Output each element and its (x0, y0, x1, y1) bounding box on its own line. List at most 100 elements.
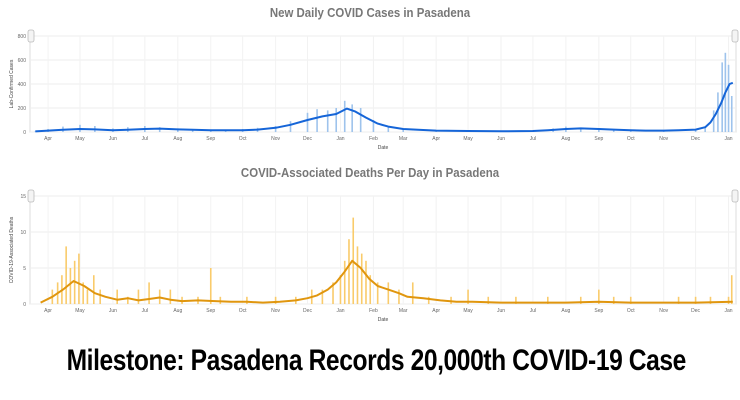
deaths-x-tick-label: Apr (432, 308, 440, 314)
deaths-bar (365, 260, 367, 304)
cases-bar (343, 100, 346, 132)
cases-x-tick-label: Apr (44, 136, 52, 142)
cases-bar (289, 121, 292, 132)
deaths-bar (487, 296, 490, 304)
deaths-x-tick-label: Aug (173, 308, 182, 314)
cases-x-tick-label: Aug (561, 136, 570, 142)
deaths-plot-area (29, 195, 737, 305)
cases-bar (579, 127, 582, 132)
deaths-bar (360, 253, 363, 304)
cases-range-handle-right[interactable] (731, 29, 739, 43)
deaths-bar (209, 268, 212, 304)
deaths-bar (332, 282, 334, 304)
deaths-range-handle-right[interactable] (731, 189, 739, 203)
cases-x-tick-label: May (463, 136, 473, 142)
deaths-chart-title: COVID-Associated Deaths Per Day in Pasad… (240, 165, 500, 180)
deaths-bar (127, 296, 129, 304)
cases-x-tick-label: Jun (109, 136, 117, 142)
deaths-bar (677, 296, 680, 304)
deaths-y-tick-label: 5 (23, 266, 26, 272)
deaths-bar (69, 268, 72, 304)
cases-x-tick-label: Apr (432, 136, 440, 142)
cases-x-tick-label: Aug (173, 136, 182, 142)
cases-y-tick-label: 200 (18, 106, 27, 112)
cases-bar (306, 112, 309, 132)
deaths-bar (730, 275, 733, 304)
deaths-bar (467, 289, 469, 304)
cases-bar (387, 126, 390, 132)
cases-y-tick-label: 400 (18, 82, 27, 88)
deaths-x-tick-label: Aug (561, 308, 570, 314)
cases-bar (316, 109, 318, 132)
deaths-bar (727, 296, 730, 304)
deaths-x-tick-label: Jan (725, 308, 733, 314)
deaths-x-tick-label: Oct (627, 308, 635, 314)
cases-bar (351, 104, 353, 132)
deaths-chart: 0 5 10 15 Apr May Jun Jul Aug Sep Oct Nov Dec Jan Feb M… (9, 189, 739, 323)
deaths-x-tick-label: Jul (530, 308, 536, 314)
cases-bar (372, 120, 375, 132)
deaths-x-tick-label: Jun (109, 308, 117, 314)
cases-x-tick-label: Jan (725, 136, 733, 142)
cases-average-line (35, 81, 734, 133)
deaths-average-line (40, 259, 733, 304)
deaths-x-axis-label: Date (378, 317, 389, 323)
cases-bar (402, 128, 405, 132)
deaths-bar (398, 289, 400, 304)
deaths-bar (369, 275, 372, 304)
cases-bar (34, 131, 37, 132)
deaths-bar (92, 275, 95, 304)
deaths-bar (78, 253, 80, 304)
cases-bar (721, 62, 723, 132)
cases-chart: 0 200 400 600 800 Apr May Jun Jul Aug Sep Oct Nov Dec… (9, 29, 739, 151)
deaths-bar (387, 282, 390, 304)
deaths-bar (339, 275, 342, 304)
deaths-x-tick-label: Jan (336, 308, 344, 314)
deaths-bar (515, 296, 517, 304)
cases-x-axis-label: Date (378, 145, 389, 151)
cases-range-handle-left[interactable] (27, 29, 35, 43)
cases-x-tick-label: Sep (206, 136, 215, 142)
deaths-y-tick-label: 0 (23, 302, 26, 308)
deaths-bar (169, 289, 172, 304)
deaths-bar (709, 296, 712, 304)
deaths-bar (629, 296, 632, 304)
cases-x-tick-label: Jan (336, 136, 344, 142)
cases-x-tick-label: Nov (271, 136, 280, 142)
cases-x-tick-label: Nov (659, 136, 668, 142)
deaths-range-handle-left[interactable] (27, 189, 35, 203)
cases-x-tick-label: Feb (369, 136, 378, 142)
cases-bar (712, 110, 715, 132)
cases-bar (274, 126, 277, 132)
deaths-bar (598, 289, 600, 304)
deaths-x-tick-label: Oct (239, 308, 247, 314)
deaths-bar (99, 289, 101, 304)
cases-bar (727, 64, 730, 132)
cases-x-tick-label: Oct (239, 136, 247, 142)
deaths-bar (348, 239, 350, 304)
deaths-bar (694, 296, 697, 304)
cases-x-tick-label: Jul (530, 136, 536, 142)
deaths-bar (321, 289, 324, 304)
deaths-bar (579, 296, 582, 304)
deaths-bar (612, 296, 615, 304)
cases-y-tick-label: 0 (23, 130, 26, 136)
deaths-x-tick-label: Mar (399, 308, 408, 314)
cases-y-tick-label: 600 (18, 58, 27, 64)
cases-bar (717, 92, 719, 132)
deaths-x-tick-label: Apr (44, 308, 52, 314)
deaths-bar (427, 296, 430, 304)
deaths-bar (116, 289, 118, 304)
deaths-x-tick-label: Jul (142, 308, 148, 314)
cases-x-tick-label: Dec (691, 136, 700, 142)
cases-bar (326, 110, 329, 132)
cases-x-tick-label: Jul (142, 136, 148, 142)
cases-y-axis-label: Lab-Confirmed Cases (9, 59, 15, 108)
deaths-bar (86, 289, 89, 304)
cases-x-tick-label: Mar (399, 136, 408, 142)
deaths-bar (148, 282, 150, 304)
deaths-x-tick-label: Sep (206, 308, 215, 314)
cases-x-tick-label: Dec (303, 136, 312, 142)
deaths-bar (547, 296, 549, 304)
deaths-y-axis-label: COVID-19-Associated Deaths (9, 216, 15, 283)
